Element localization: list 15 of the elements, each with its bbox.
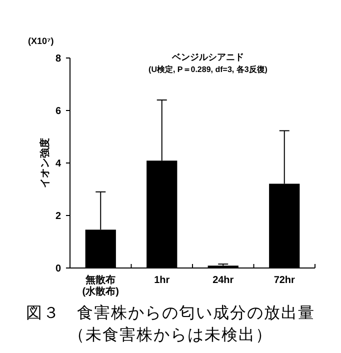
annotation: ベンジルシアニド (171, 52, 244, 62)
text: （未食害株からは未検出） (68, 326, 272, 344)
x-tick-label: 24hr (212, 275, 234, 286)
y-tick-label: 2 (55, 211, 62, 222)
y-tick-label: 0 (55, 264, 62, 274)
y-tick-label: 6 (55, 106, 62, 117)
y-tick-label: 8 (55, 54, 62, 64)
text: 図３ 食害株からの匂い成分の放出量 (26, 304, 315, 322)
x-tick-label: 1hr (154, 275, 170, 286)
y-axis-title: イオン強度 (39, 138, 51, 188)
annotation: (U検定, P＝0.289, df=3, 各3反復) (148, 64, 268, 74)
x-tick-label: 72hr (274, 275, 296, 286)
y-tick-label: 4 (55, 158, 62, 170)
x-tick-label: 無散布 (水散布) (82, 274, 119, 298)
text: (X10⁷) (28, 36, 54, 46)
